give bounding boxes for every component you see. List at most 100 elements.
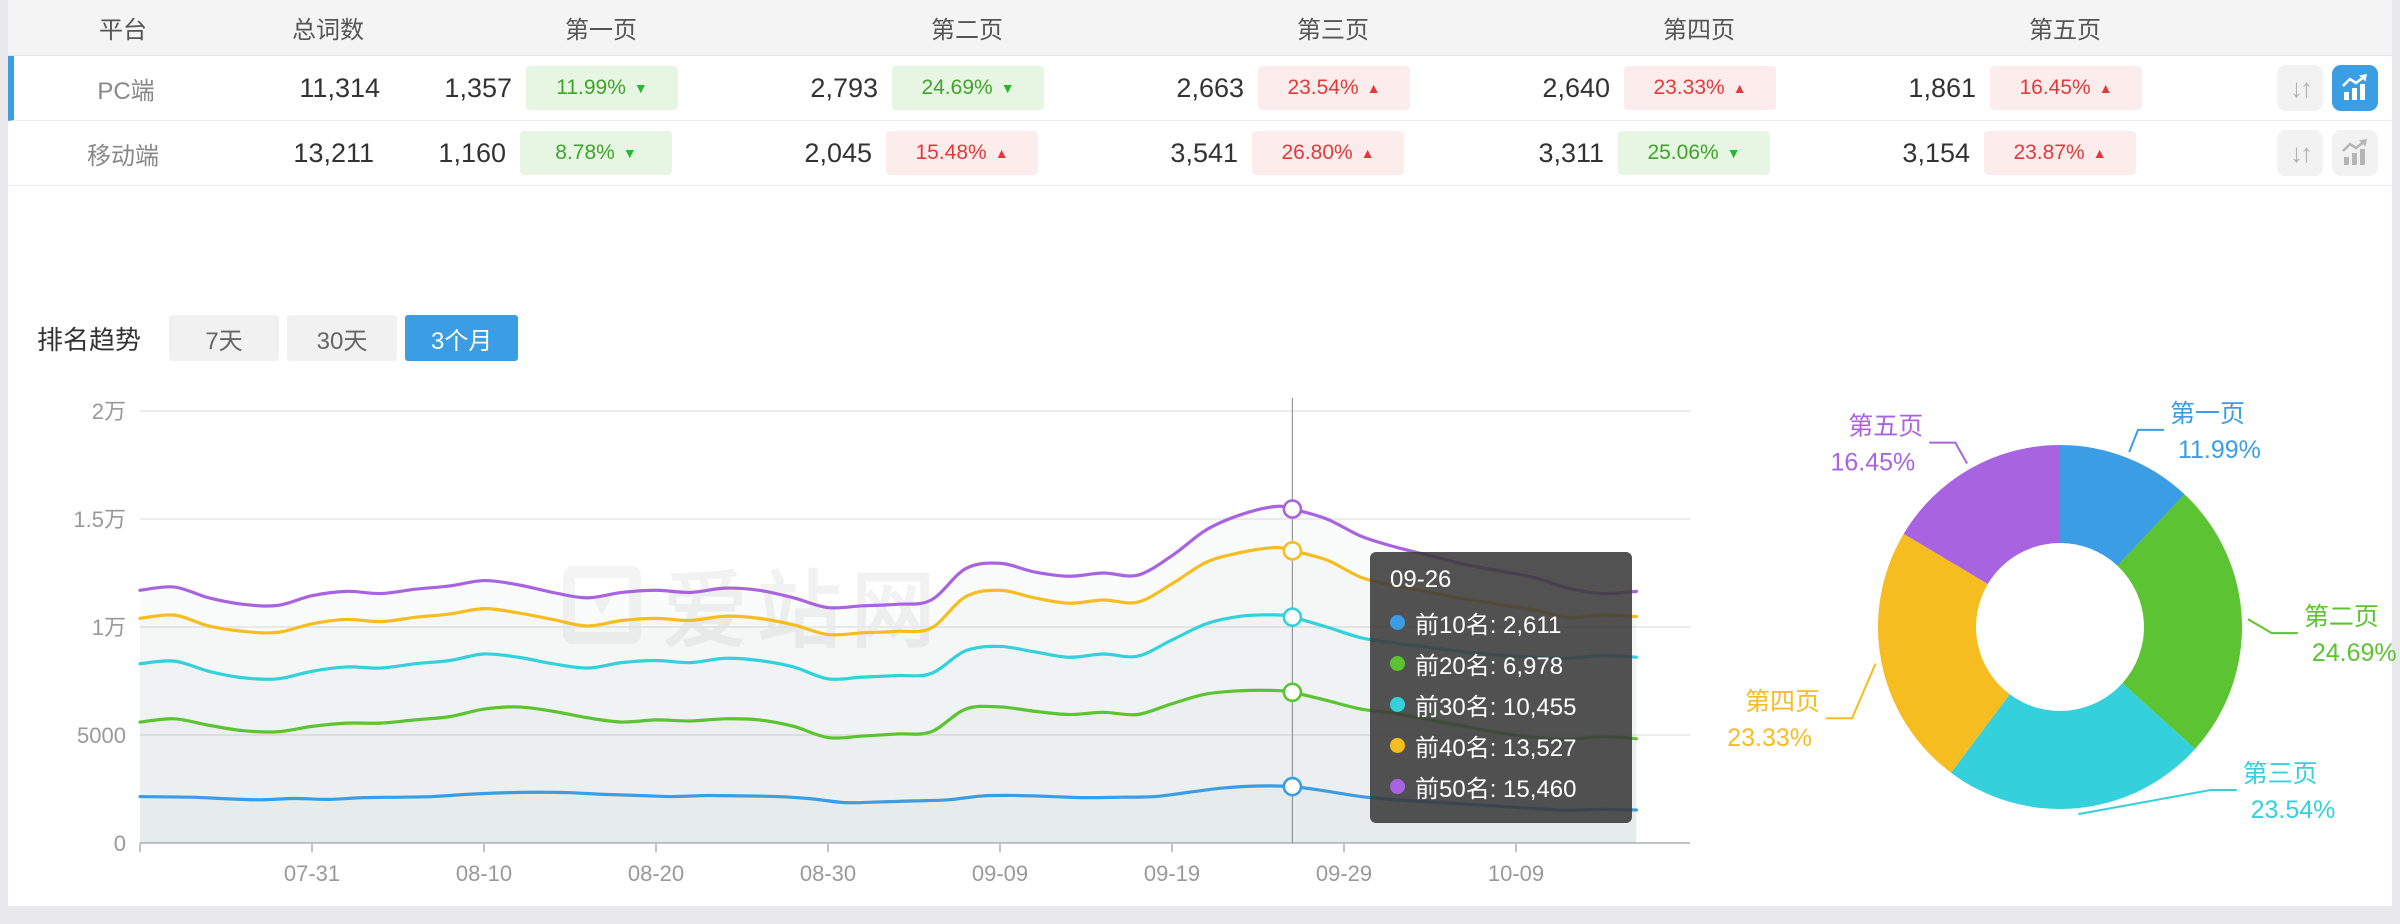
arrow-down-icon: ▼	[633, 80, 648, 96]
table-row-mobile[interactable]: 移动端 13,211 1,160 8.78% ▼ 2,045 15.48% ▲ 3,…	[8, 121, 2392, 186]
tab-30天[interactable]: 30天	[287, 315, 398, 361]
arrow-down-icon: ▼	[1726, 145, 1741, 161]
series-dot-icon	[1390, 738, 1405, 753]
page4-count: 2,640	[1542, 72, 1610, 103]
donut-label-name: 第五页	[1848, 413, 1923, 441]
donut-slice-第四页[interactable]	[1878, 533, 2010, 773]
donut-slice-第二页[interactable]	[2117, 494, 2242, 749]
trend-chart-icon[interactable]	[2332, 130, 2378, 176]
donut-slice-第三页[interactable]	[1950, 683, 2196, 809]
svg-text:0: 0	[114, 831, 126, 856]
donut-slice-第五页[interactable]	[1903, 445, 2060, 585]
svg-text:07-31: 07-31	[284, 861, 340, 886]
tooltip-item: 前30名: 10,455	[1390, 684, 1612, 725]
change-percent: 11.99%	[556, 76, 626, 99]
tab-3个月[interactable]: 3个月	[405, 315, 519, 361]
page2-count: 2,793	[810, 72, 878, 103]
svg-text:09-19: 09-19	[1144, 861, 1200, 886]
page5-change-badge: 23.87% ▲	[1984, 131, 2136, 175]
trend-tabs: 7天 30天 3个月	[169, 315, 519, 361]
change-percent: 8.78%	[555, 141, 615, 164]
tab-7天[interactable]: 7天	[169, 315, 280, 361]
change-percent: 24.69%	[921, 76, 993, 99]
arrow-down-icon: ▼	[1000, 80, 1015, 96]
page2-change-badge: 15.48% ▲	[886, 131, 1038, 175]
change-percent: 15.48%	[915, 141, 987, 164]
page3-count: 3,541	[1170, 137, 1238, 168]
svg-text:1万: 1万	[92, 615, 126, 640]
arrow-up-icon: ▲	[1360, 145, 1375, 161]
donut-chart-area[interactable]: 第一页 11.99% 第二页 24.69% 第三页 23.54% 第四页 23.33% 第五页 1…	[1700, 380, 2396, 906]
change-percent: 23.54%	[1287, 76, 1359, 99]
change-percent: 23.33%	[1653, 76, 1725, 99]
svg-text:08-10: 08-10	[456, 861, 512, 886]
series-dot-icon	[1390, 697, 1405, 712]
svg-text:2万: 2万	[92, 399, 126, 424]
page3-change-badge: 23.54% ▲	[1258, 66, 1410, 110]
table-row-pc[interactable]: PC端 11,314 1,357 11.99% ▼ 2,793 24.69% ▼ 2…	[8, 56, 2392, 121]
trend-chart-icon[interactable]	[2332, 65, 2378, 111]
tooltip-item-text: 前10名: 2,611	[1415, 612, 1562, 639]
sort-icon[interactable]: ↓↑	[2277, 65, 2323, 111]
arrow-up-icon: ▲	[2092, 145, 2107, 161]
page1-count: 1,160	[438, 137, 506, 168]
page3-change-badge: 26.80% ▲	[1252, 131, 1404, 175]
dashboard-card: 平台 总词数 第一页 第二页 第三页 第四页 第五页 PC端 11,314 1,…	[8, 0, 2397, 906]
page1-cell: 1,160 8.78% ▼	[418, 131, 784, 175]
page1-change-badge: 8.78% ▼	[520, 131, 672, 175]
page4-change-badge: 25.06% ▼	[1618, 131, 1770, 175]
page2-count: 2,045	[804, 137, 872, 168]
page5-count: 1,861	[1908, 72, 1976, 103]
arrow-up-icon: ▲	[2098, 80, 2113, 96]
donut-label-percent: 23.54%	[2251, 796, 2336, 824]
arrow-down-icon: ▼	[622, 145, 637, 161]
change-percent: 23.87%	[2013, 141, 2085, 164]
tooltip-item-text: 前30名: 10,455	[1415, 694, 1577, 721]
page2-cell: 2,793 24.69% ▼	[790, 66, 1156, 110]
tooltip-item: 前10名: 2,611	[1390, 602, 1612, 643]
tooltip-item-text: 前50名: 15,460	[1415, 776, 1577, 803]
trend-title: 排名趋势	[37, 324, 142, 355]
page2-change-badge: 24.69% ▼	[892, 66, 1044, 110]
donut-label-name: 第四页	[1745, 688, 1820, 716]
col-page-2: 第二页	[931, 17, 1003, 44]
tooltip-item-text: 前20名: 6,978	[1415, 653, 1564, 680]
row-actions: ↓↑	[2248, 130, 2392, 176]
svg-text:08-30: 08-30	[800, 861, 856, 886]
col-total-words: 总词数	[292, 17, 364, 44]
page1-change-badge: 11.99% ▼	[526, 66, 678, 110]
page5-cell: 1,861 16.45% ▲	[1888, 66, 2254, 110]
page4-change-badge: 23.33% ▲	[1624, 66, 1776, 110]
tooltip-item-text: 前40名: 13,527	[1415, 735, 1577, 762]
donut-label-percent: 23.33%	[1727, 724, 1812, 752]
table-header: 平台 总词数 第一页 第二页 第三页 第四页 第五页	[8, 0, 2392, 56]
donut-label-name: 第二页	[2304, 603, 2379, 631]
sort-icon[interactable]: ↓↑	[2277, 130, 2323, 176]
donut-slice-第一页[interactable]	[2060, 445, 2185, 566]
svg-text:09-09: 09-09	[972, 861, 1028, 886]
col-platform: 平台	[99, 17, 147, 44]
svg-text:09-29: 09-29	[1316, 861, 1372, 886]
col-page-1: 第一页	[565, 17, 637, 44]
arrow-up-icon: ▲	[1366, 80, 1381, 96]
platform-label: 移动端	[87, 142, 159, 170]
change-percent: 26.80%	[1281, 141, 1353, 164]
arrow-up-icon: ▲	[1732, 80, 1747, 96]
donut-label-percent: 16.45%	[1830, 449, 1915, 477]
page3-cell: 3,541 26.80% ▲	[1150, 131, 1516, 175]
change-percent: 16.45%	[2019, 76, 2091, 99]
page4-cell: 2,640 23.33% ▲	[1522, 66, 1888, 110]
series-dot-icon	[1390, 656, 1405, 671]
col-page-3: 第三页	[1297, 17, 1369, 44]
page1-count: 1,357	[444, 72, 512, 103]
donut-label-percent: 24.69%	[2312, 639, 2397, 667]
svg-text:1.5万: 1.5万	[73, 507, 126, 532]
trend-chart-glyph	[2342, 74, 2367, 100]
row-actions: ↓↑	[2254, 65, 2392, 111]
page3-count: 2,663	[1176, 72, 1244, 103]
tooltip-item: 前40名: 13,527	[1390, 725, 1612, 766]
page-distribution-donut-chart[interactable]: 第一页 11.99% 第二页 24.69% 第三页 23.54% 第四页 23.33% 第五页 1…	[1700, 380, 2396, 906]
page2-cell: 2,045 15.48% ▲	[784, 131, 1150, 175]
page5-count: 3,154	[1902, 137, 1970, 168]
